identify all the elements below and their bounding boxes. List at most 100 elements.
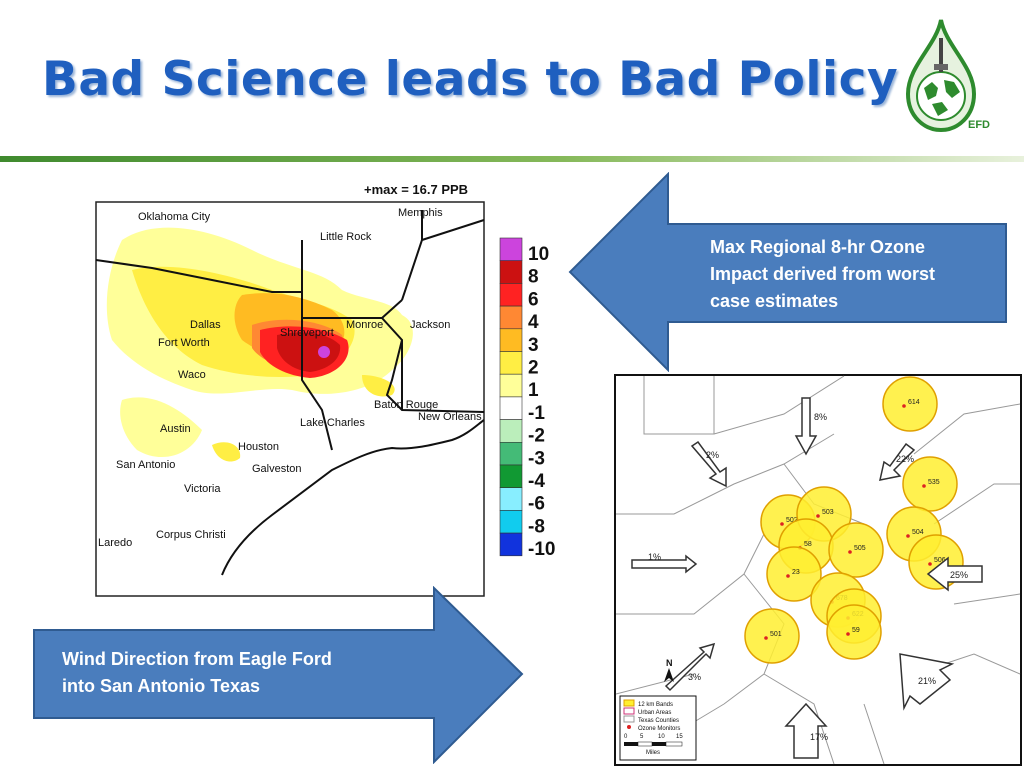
legend-swatch-11 xyxy=(499,487,523,511)
legend-swatch-8 xyxy=(499,419,523,443)
legend-swatch-13 xyxy=(499,532,523,557)
wind-pct-2: 2% xyxy=(706,450,719,460)
monitor-label-23: 23 xyxy=(792,569,800,576)
monitor-band-614 xyxy=(882,376,938,432)
legend-label-5: 2 xyxy=(528,358,539,379)
monitor-label-504: 504 xyxy=(912,529,924,536)
city-shreveport: Shreveport xyxy=(280,327,334,339)
legend-label-9: -3 xyxy=(528,448,545,469)
north-label: N xyxy=(666,658,673,668)
legend-label-7: -1 xyxy=(528,403,545,424)
legend-swatch-0 xyxy=(499,237,523,262)
efd-logo: EFD xyxy=(905,19,990,133)
city-lake-charles: Lake Charles xyxy=(300,417,365,429)
wind-pct-21: 21% xyxy=(918,676,936,686)
wind-arrow-east xyxy=(926,556,983,592)
legend-label-10: -4 xyxy=(528,471,545,492)
monitor-label-58: 58 xyxy=(804,541,812,548)
callout-top-line-3: case estimates xyxy=(710,291,839,311)
wind-arrow-se xyxy=(899,653,955,711)
legend-swatch-9 xyxy=(499,441,523,466)
callout-arrow-top xyxy=(568,172,1007,372)
monitor-band-535 xyxy=(902,456,958,512)
scale-tick-10: 10 xyxy=(658,734,665,740)
city-houston: Houston xyxy=(238,441,279,453)
legend-urban: Urban Areas xyxy=(638,710,671,716)
wind-arrow-south xyxy=(784,702,828,759)
legend-bands: 12 km Bands xyxy=(638,702,673,708)
legend-swatch-6 xyxy=(499,373,523,398)
city-new-orleans: New Orleans xyxy=(418,411,482,423)
monitor-dot-614 xyxy=(902,404,906,408)
city-dallas: Dallas xyxy=(190,319,221,331)
callout-top-line-1: Max Regional 8-hr Ozone xyxy=(710,237,926,257)
city-austin: Austin xyxy=(160,423,191,435)
scale-tick-15: 15 xyxy=(676,734,683,740)
wind-map-legend: 12 km Bands Urban Areas Texas Counties O… xyxy=(619,695,697,761)
city-fort-worth: Fort Worth xyxy=(158,337,210,349)
callout-arrow-bottom xyxy=(33,586,524,764)
legend-label-0: 10 xyxy=(528,244,549,265)
monitor-dot-502 xyxy=(780,522,784,526)
scale-tick-0: 0 xyxy=(624,734,628,740)
legend-swatch-10 xyxy=(499,464,523,489)
monitor-dot-503 xyxy=(816,514,820,518)
callout-bottom-line-1: Wind Direction from Eagle Ford xyxy=(62,649,332,669)
monitor-band-505 xyxy=(828,522,884,578)
monitor-band-501 xyxy=(744,608,800,664)
monitor-label-502: 502 xyxy=(786,517,798,524)
monitor-label-535: 535 xyxy=(928,479,940,486)
legend-swatch-4 xyxy=(499,328,523,352)
legend-swatch-7 xyxy=(499,396,523,420)
monitor-band-23 xyxy=(766,546,822,602)
city-galveston: Galveston xyxy=(252,463,302,475)
legend-swatch-5 xyxy=(499,351,523,375)
monitor-label-614: 614 xyxy=(908,399,920,406)
monitor-dot-23 xyxy=(786,574,790,578)
city-san-antonio: San Antonio xyxy=(116,459,175,471)
city-jackson: Jackson xyxy=(410,319,450,331)
legend-monitors: Ozone Monitors xyxy=(638,726,680,732)
monitor-label-506: 506 xyxy=(934,557,946,564)
callout-bottom-text: Wind Direction from Eagle Ford into San … xyxy=(62,646,412,700)
wind-pct-8: 8% xyxy=(814,412,827,422)
legend-label-1: 8 xyxy=(528,267,539,288)
legend-label-3: 4 xyxy=(528,312,539,333)
wind-pct-3: 3% xyxy=(688,672,701,682)
legend-swatch-2 xyxy=(499,283,523,307)
scale-unit: Miles xyxy=(646,750,660,756)
wind-pct-22: 22% xyxy=(896,454,914,464)
monitor-dot-506 xyxy=(928,562,932,566)
wind-pct-1: 1% xyxy=(648,552,661,562)
monitor-label-501: 501 xyxy=(770,631,782,638)
monitor-band-59 xyxy=(826,604,882,660)
monitor-dot-505 xyxy=(848,550,852,554)
city-laredo: Laredo xyxy=(98,537,132,549)
callout-top-line-2: Impact derived from worst xyxy=(710,264,936,284)
wind-arrow-west xyxy=(631,554,698,574)
north-arrow-icon xyxy=(664,668,674,682)
wind-arrow-north xyxy=(794,397,818,456)
wind-pct-25: 25% xyxy=(950,570,968,580)
city-little-rock: Little Rock xyxy=(320,231,372,243)
legend-label-13: -10 xyxy=(528,539,555,560)
legend-label-11: -6 xyxy=(528,494,545,515)
city-corpus-christi: Corpus Christi xyxy=(156,529,226,541)
monitor-label-59: 59 xyxy=(852,627,860,634)
city-oklahoma-city: Oklahoma City xyxy=(138,211,211,223)
max-label: +max = 16.7 PPB xyxy=(364,182,468,197)
monitor-dot-501 xyxy=(764,636,768,640)
legend-label-12: -8 xyxy=(528,516,545,537)
legend-label-4: 3 xyxy=(528,335,539,356)
city-memphis: Memphis xyxy=(398,207,443,219)
monitor-label-505: 505 xyxy=(854,545,866,552)
city-baton-rouge: Baton Rouge xyxy=(374,399,438,411)
legend-swatch-1 xyxy=(499,260,523,284)
wind-direction-map: 614535504506502503585052367862259501 8% … xyxy=(614,374,1022,766)
wind-pct-17: 17% xyxy=(810,732,828,742)
monitor-dot-59 xyxy=(846,632,850,636)
callout-bottom-line-2: into San Antonio Texas xyxy=(62,676,261,696)
legend-swatch-12 xyxy=(499,510,523,534)
